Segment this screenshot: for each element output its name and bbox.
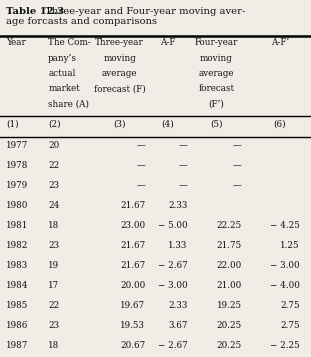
Text: A-F’: A-F’	[271, 38, 289, 47]
Text: pany’s: pany’s	[48, 54, 77, 62]
Text: 21.67: 21.67	[120, 241, 145, 250]
Text: 19.25: 19.25	[217, 301, 242, 310]
Text: 21.67: 21.67	[120, 201, 145, 210]
Text: 24: 24	[48, 201, 60, 210]
Text: 1978: 1978	[6, 161, 29, 170]
Text: − 5.00: − 5.00	[158, 221, 188, 230]
Text: —: —	[233, 181, 242, 190]
Text: 20: 20	[48, 141, 59, 150]
Text: 1984: 1984	[6, 281, 29, 290]
Text: 22.25: 22.25	[216, 221, 242, 230]
Text: (F’): (F’)	[208, 100, 224, 109]
Text: The Com-: The Com-	[48, 38, 91, 47]
Text: 1980: 1980	[6, 201, 29, 210]
Text: actual: actual	[48, 69, 76, 78]
Text: − 3.00: − 3.00	[158, 281, 188, 290]
Text: − 4.25: − 4.25	[270, 221, 299, 230]
Text: 3.67: 3.67	[168, 321, 188, 330]
Text: average: average	[198, 69, 234, 78]
Text: 19: 19	[48, 261, 59, 270]
Text: 23: 23	[48, 241, 59, 250]
Text: —: —	[233, 161, 242, 170]
Text: (1): (1)	[6, 120, 19, 129]
Text: share (A): share (A)	[48, 100, 89, 109]
Text: 19.67: 19.67	[120, 301, 145, 310]
Text: 23: 23	[48, 321, 59, 330]
Text: 21.67: 21.67	[120, 261, 145, 270]
Text: moving: moving	[200, 54, 233, 62]
Text: 23.00: 23.00	[120, 221, 145, 230]
Text: —: —	[179, 161, 188, 170]
Text: 2.75: 2.75	[280, 301, 299, 310]
Text: 1983: 1983	[6, 261, 29, 270]
Text: 20.00: 20.00	[120, 281, 145, 290]
Text: —: —	[179, 181, 188, 190]
Text: 1.25: 1.25	[280, 241, 299, 250]
Text: − 2.25: − 2.25	[270, 341, 299, 350]
Text: 1979: 1979	[6, 181, 29, 190]
Text: 21.00: 21.00	[216, 281, 242, 290]
Text: 1981: 1981	[6, 221, 29, 230]
Text: —: —	[137, 141, 145, 150]
Text: —: —	[137, 161, 145, 170]
Text: − 2.67: − 2.67	[158, 341, 188, 350]
Text: 1.33: 1.33	[168, 241, 188, 250]
Text: —: —	[179, 141, 188, 150]
Text: forecast (F): forecast (F)	[94, 84, 146, 93]
Text: A-F: A-F	[160, 38, 176, 47]
Text: 1977: 1977	[6, 141, 29, 150]
Text: 1982: 1982	[6, 241, 29, 250]
Text: average: average	[102, 69, 137, 78]
Text: 1986: 1986	[6, 321, 29, 330]
Text: Three-year: Three-year	[95, 38, 144, 47]
Text: 2.33: 2.33	[168, 201, 188, 210]
Text: 1987: 1987	[6, 341, 29, 350]
Text: 2.75: 2.75	[280, 321, 299, 330]
Text: 22.00: 22.00	[216, 261, 242, 270]
Text: market: market	[48, 84, 80, 93]
Text: (2): (2)	[48, 120, 61, 129]
Text: 19.53: 19.53	[120, 321, 145, 330]
Text: age forcasts and comparisons: age forcasts and comparisons	[6, 17, 157, 26]
Text: (6): (6)	[274, 120, 286, 129]
Text: 18: 18	[48, 341, 59, 350]
Text: Table 12.3: Table 12.3	[6, 7, 64, 16]
Text: Three-year and Four-year moving aver-: Three-year and Four-year moving aver-	[42, 7, 245, 16]
Text: 20.25: 20.25	[216, 341, 242, 350]
Text: —: —	[137, 181, 145, 190]
Text: 2.33: 2.33	[168, 301, 188, 310]
Text: (3): (3)	[114, 120, 126, 129]
Text: forecast: forecast	[198, 84, 234, 93]
Text: 20.67: 20.67	[120, 341, 145, 350]
Text: 20.25: 20.25	[216, 321, 242, 330]
Text: moving: moving	[103, 54, 136, 62]
Text: 23: 23	[48, 181, 59, 190]
Text: 1985: 1985	[6, 301, 29, 310]
Text: 21.75: 21.75	[216, 241, 242, 250]
Text: 17: 17	[48, 281, 59, 290]
Text: − 3.00: − 3.00	[270, 261, 299, 270]
Text: 22: 22	[48, 161, 59, 170]
Text: − 2.67: − 2.67	[158, 261, 188, 270]
Text: —: —	[233, 141, 242, 150]
Text: Four-year: Four-year	[194, 38, 238, 47]
Text: 18: 18	[48, 221, 59, 230]
Text: (4): (4)	[162, 120, 174, 129]
Text: (5): (5)	[210, 120, 222, 129]
Text: Year: Year	[6, 38, 26, 47]
Text: 22: 22	[48, 301, 59, 310]
Text: − 4.00: − 4.00	[270, 281, 299, 290]
